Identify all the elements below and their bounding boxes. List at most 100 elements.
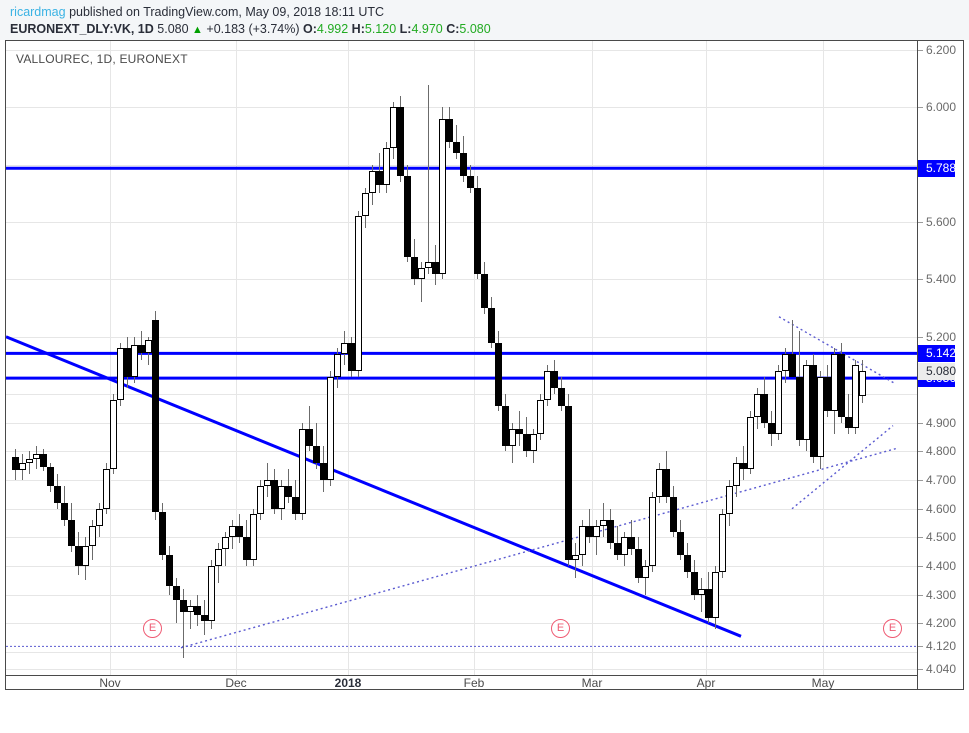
candle-body-down[interactable] — [838, 353, 845, 418]
candle-body-down[interactable] — [635, 548, 642, 578]
candle-body-down[interactable] — [586, 525, 593, 538]
candle-body-up[interactable] — [299, 428, 306, 515]
candle-body-down[interactable] — [54, 485, 61, 504]
candle-body-up[interactable] — [544, 371, 551, 400]
candle-body-down[interactable] — [628, 537, 635, 549]
candle-body-up[interactable] — [817, 376, 824, 458]
candle-body-up[interactable] — [859, 371, 866, 397]
candle-body-up[interactable] — [341, 342, 348, 354]
candle-body-up[interactable] — [642, 566, 649, 578]
candle-body-down[interactable] — [348, 342, 355, 372]
candle-body-up[interactable] — [103, 468, 110, 509]
candle-body-down[interactable] — [789, 353, 796, 377]
candle-body-down[interactable] — [138, 345, 145, 353]
candle-body-down[interactable] — [124, 348, 131, 377]
candle-body-down[interactable] — [292, 497, 299, 515]
candle-body-down[interactable] — [397, 107, 404, 177]
candle-body-up[interactable] — [26, 458, 33, 463]
candle-body-up[interactable] — [579, 525, 586, 555]
last-price-tag[interactable]: 5.080 — [918, 363, 956, 381]
candle-body-down[interactable] — [460, 153, 467, 177]
candle-body-down[interactable] — [516, 428, 523, 435]
candle-body-up[interactable] — [264, 480, 271, 486]
candle-body-up[interactable] — [145, 339, 152, 353]
trend-line[interactable] — [6, 335, 742, 638]
candle-body-down[interactable] — [796, 376, 803, 440]
candle-body-up[interactable] — [831, 353, 838, 412]
candle-body-up[interactable] — [621, 537, 628, 555]
candle-body-down[interactable] — [432, 262, 439, 274]
candle-body-up[interactable] — [698, 589, 705, 595]
candle-body-up[interactable] — [572, 554, 579, 561]
candle-body-up[interactable] — [754, 394, 761, 418]
candle-body-down[interactable] — [236, 525, 243, 538]
earnings-marker-icon[interactable]: E — [143, 619, 162, 638]
price-level-tag[interactable]: 5.788 — [918, 160, 956, 178]
candle-body-up[interactable] — [82, 546, 89, 567]
candle-body-up[interactable] — [355, 216, 362, 372]
candle-body-down[interactable] — [12, 457, 19, 471]
candle-body-up[interactable] — [733, 462, 740, 486]
candle-body-down[interactable] — [663, 468, 670, 498]
candle-body-down[interactable] — [558, 388, 565, 406]
candle-body-up[interactable] — [712, 571, 719, 618]
candle-body-down[interactable] — [768, 422, 775, 435]
candle-body-up[interactable] — [719, 514, 726, 572]
earnings-marker-icon[interactable]: E — [551, 619, 570, 638]
candle-body-up[interactable] — [110, 399, 117, 469]
candle-body-up[interactable] — [208, 566, 215, 621]
candle-body-up[interactable] — [131, 345, 138, 377]
candle-body-up[interactable] — [369, 170, 376, 194]
candle-body-down[interactable] — [677, 531, 684, 555]
candle-body-down[interactable] — [159, 511, 166, 555]
candle-body-down[interactable] — [824, 376, 831, 412]
candle-body-up[interactable] — [117, 348, 124, 400]
candle-body-up[interactable] — [593, 525, 600, 538]
candle-body-down[interactable] — [404, 176, 411, 257]
candle-body-down[interactable] — [684, 554, 691, 572]
candle-body-up[interactable] — [803, 365, 810, 440]
candle-body-up[interactable] — [509, 428, 516, 446]
candle-body-down[interactable] — [467, 176, 474, 188]
candle-body-down[interactable] — [271, 480, 278, 509]
candle-body-up[interactable] — [222, 537, 229, 549]
candle-body-down[interactable] — [810, 365, 817, 458]
candle-body-up[interactable] — [229, 525, 236, 538]
trend-line[interactable] — [791, 425, 894, 510]
candle-body-down[interactable] — [201, 614, 208, 621]
candle-body-up[interactable] — [19, 462, 26, 471]
price-axis[interactable]: 6.200 6.000 5.600 5.400 5.200 4.900 4.800 4.700… — [918, 41, 963, 675]
candle-body-up[interactable] — [775, 371, 782, 435]
trend-line[interactable] — [180, 447, 897, 649]
candle-body-up[interactable] — [362, 193, 369, 217]
candle-body-up[interactable] — [383, 147, 390, 185]
candle-body-up[interactable] — [418, 268, 425, 280]
author-username[interactable]: ricardmag — [10, 5, 66, 19]
candle-body-down[interactable] — [61, 503, 68, 521]
candle-body-up[interactable] — [656, 468, 663, 498]
earnings-marker-icon[interactable]: E — [883, 619, 902, 638]
candle-body-down[interactable] — [607, 520, 614, 544]
candle-body-down[interactable] — [180, 600, 187, 612]
candle-body-up[interactable] — [215, 548, 222, 567]
candle-body-up[interactable] — [537, 399, 544, 435]
candle-body-up[interactable] — [439, 118, 446, 274]
candle-body-up[interactable] — [33, 454, 40, 459]
candle-body-down[interactable] — [411, 256, 418, 280]
candle-body-down[interactable] — [75, 546, 82, 567]
candle-body-down[interactable] — [194, 606, 201, 615]
candle-body-down[interactable] — [243, 537, 250, 561]
candle-body-down[interactable] — [488, 308, 495, 343]
candle-body-down[interactable] — [551, 371, 558, 389]
candle-body-down[interactable] — [614, 543, 621, 555]
candle-body-up[interactable] — [747, 417, 754, 469]
candle-body-up[interactable] — [250, 514, 257, 561]
candle-body-down[interactable] — [474, 187, 481, 274]
price-level-tag[interactable]: 5.142 — [918, 345, 956, 363]
candle-body-down[interactable] — [446, 118, 453, 142]
candle-body-down[interactable] — [313, 445, 320, 463]
candle-body-up[interactable] — [852, 365, 859, 429]
candle-body-down[interactable] — [691, 571, 698, 595]
candle-body-up[interactable] — [257, 485, 264, 515]
